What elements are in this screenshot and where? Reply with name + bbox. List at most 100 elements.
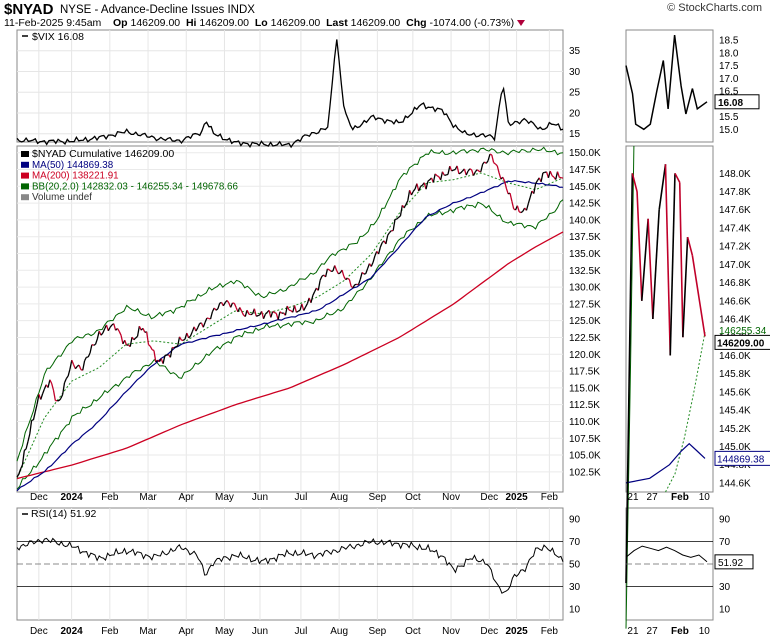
rsi-month-label: Apr — [178, 626, 194, 637]
price-segment — [469, 168, 473, 171]
rsi-zoom-tick-label: 10 — [719, 604, 731, 615]
price-zoom-tick-label: 146.4K — [719, 315, 751, 326]
price-segment — [244, 309, 248, 317]
price-segment — [262, 313, 266, 319]
price-segment — [82, 360, 86, 371]
price-segment — [398, 215, 401, 218]
price-segment — [441, 171, 445, 176]
bb-mid-line — [16, 172, 564, 479]
price-segment — [219, 301, 222, 304]
price-segment — [20, 464, 24, 470]
price-segment — [71, 359, 75, 365]
price-segment — [520, 210, 524, 214]
low-label: Lo — [254, 17, 268, 29]
price-segment — [498, 172, 502, 180]
bb-lower-line — [16, 199, 564, 490]
price-segment — [213, 307, 217, 311]
vix-legend: $VIX 16.08 — [32, 31, 84, 43]
vix-zoom-tick-label: 18.0 — [719, 48, 739, 59]
price-month-label: 2024 — [60, 492, 83, 503]
rsi-month-label: Feb — [101, 626, 119, 637]
price-tick-label: 130.0K — [569, 283, 601, 294]
price-segment — [32, 411, 36, 421]
price-zoom-segment — [691, 255, 706, 337]
open-label: Op — [112, 17, 128, 29]
price-segment — [148, 344, 151, 347]
bb-legend-swatch — [21, 183, 29, 190]
symbol-title: $NYAD — [4, 1, 54, 18]
price-zoom-tick-label: 146.0K — [719, 351, 751, 362]
price-segment — [98, 330, 102, 336]
price-zoom-segment — [631, 173, 638, 192]
price-zoom-segment — [682, 237, 689, 338]
price-segment — [142, 328, 146, 333]
price-segment — [277, 311, 281, 320]
price-segment — [312, 291, 316, 296]
price-segment — [412, 188, 416, 192]
price-segment — [535, 180, 538, 185]
price-segment — [257, 314, 261, 317]
price-segment — [63, 378, 67, 384]
price-zoom-segment — [641, 218, 649, 301]
price-segment — [540, 172, 544, 182]
price-tick-label: 132.5K — [569, 266, 601, 277]
price-segment — [516, 205, 520, 212]
price-zoom-tick-label: 147.4K — [719, 223, 751, 234]
price-segment — [239, 307, 243, 312]
price-panel — [16, 145, 564, 493]
price-zoom-tick-label: 146.6K — [719, 296, 751, 307]
price-segment — [138, 325, 142, 331]
price-segment — [304, 303, 308, 308]
price-segment — [485, 160, 489, 164]
price-tick-label: 122.5K — [569, 333, 601, 344]
rsi-zoom-tick-label: 70 — [719, 537, 731, 548]
price-segment — [65, 375, 69, 380]
price-tick-label: 125.0K — [569, 316, 601, 327]
price-segment — [222, 302, 226, 307]
symbol-subtitle: NYSE - Advance-Decline Issues INDX — [60, 4, 255, 16]
price-zoom-date-label: 10 — [699, 492, 711, 503]
price-segment — [58, 398, 62, 402]
price-zoom-segment — [686, 236, 694, 256]
price-segment — [118, 331, 122, 336]
rsi-line — [16, 537, 564, 594]
price-segment — [529, 190, 533, 198]
price-segment — [60, 394, 64, 399]
chg-label: Chg — [406, 17, 427, 29]
price-segment — [310, 295, 314, 303]
rsi-month-label: Dec — [480, 626, 498, 637]
price-tick-label: 115.0K — [569, 383, 600, 394]
price-segment — [116, 328, 120, 332]
price-segment — [374, 251, 378, 257]
price-last-box — [714, 334, 770, 350]
price-zoom-tick-label: 148.0K — [719, 169, 751, 180]
price-segment — [51, 383, 55, 391]
high-label: Hi — [185, 17, 197, 29]
price-segment — [301, 303, 305, 311]
price-month-label: Jul — [295, 492, 308, 503]
price-segment — [420, 184, 423, 187]
bb-legend: BB(20,2.0) 142832.03 - 146255.34 - 14967… — [32, 181, 238, 192]
price-segment — [18, 468, 22, 475]
price-segment — [230, 302, 234, 308]
price-segment — [394, 218, 398, 221]
price-zoom-tick-label: 145.6K — [719, 387, 751, 398]
price-segment — [177, 336, 181, 347]
vix-tick-label: 15 — [569, 129, 581, 140]
price-segment — [549, 170, 553, 176]
price-segment — [317, 280, 321, 291]
vix-zoom-tick-label: 18.5 — [719, 36, 739, 47]
price-segment — [467, 168, 471, 172]
brand-watermark: © StockCharts.com — [667, 2, 762, 14]
price-segment — [34, 403, 38, 413]
rsi-month-label: Jun — [252, 626, 268, 637]
price-month-label: Feb — [101, 492, 119, 503]
price-segment — [347, 277, 350, 280]
price-segment — [107, 326, 111, 332]
price-segment — [100, 332, 104, 336]
rsi-zoom-line — [625, 545, 708, 563]
vix-tick-label: 30 — [569, 67, 581, 78]
price-segment — [27, 433, 31, 442]
rsi-tick-label: 30 — [569, 582, 581, 593]
rsi-month-label: Mar — [139, 626, 157, 637]
